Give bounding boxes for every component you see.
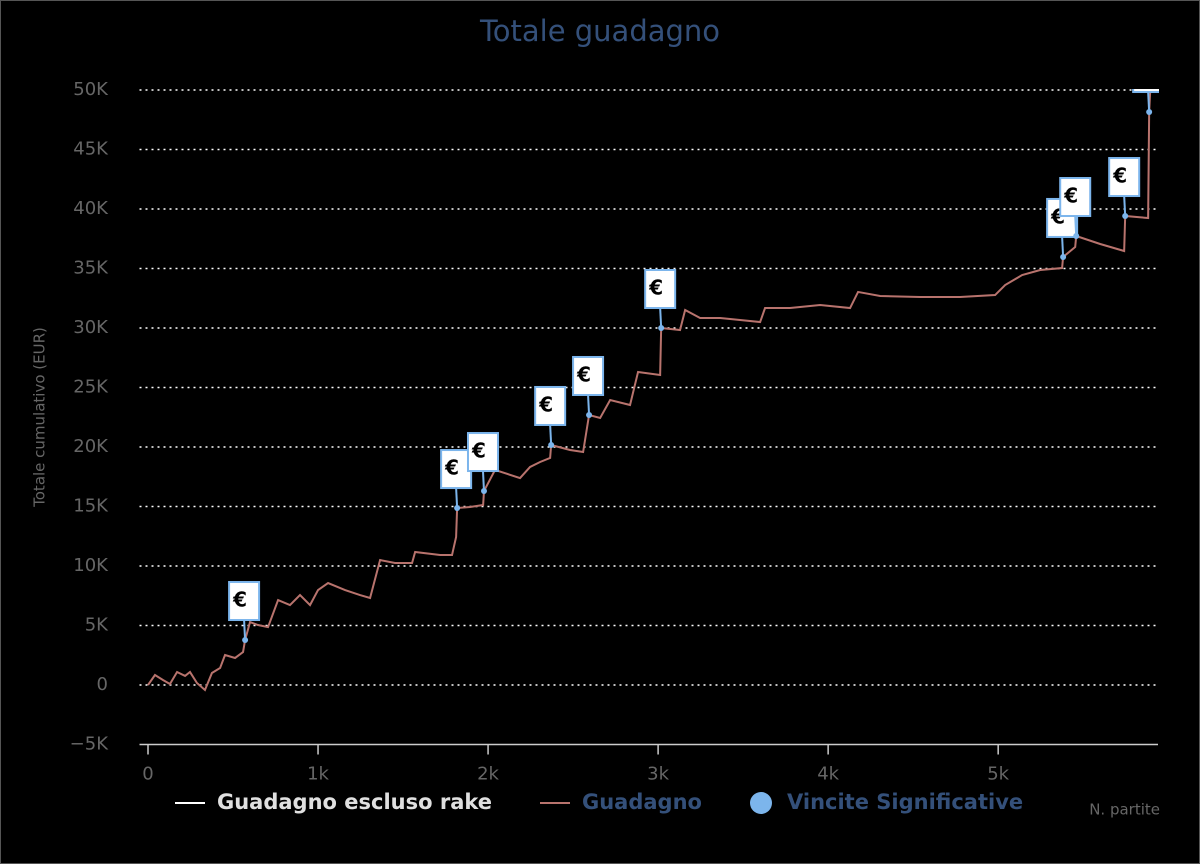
flag-label: € [538, 392, 553, 416]
flag-stem [1061, 236, 1065, 258]
flag: € [1132, 89, 1159, 116]
flag-label: € [1112, 164, 1127, 188]
legend-symbol [750, 792, 772, 814]
flag-box [644, 269, 677, 309]
y-tick-label: −5K [70, 734, 110, 755]
flag-box [1059, 177, 1092, 218]
flag-stem [587, 394, 591, 416]
flag-point [586, 411, 593, 418]
flag: € [572, 355, 605, 418]
flag-box [228, 581, 261, 622]
legend-label: Guadagno escluso rake [217, 790, 492, 814]
flag-label: € [576, 362, 591, 386]
flag-point [548, 441, 555, 448]
flag: € [534, 385, 567, 448]
y-axis-title: Totale cumulativo (EUR) [31, 327, 49, 508]
flag: € [466, 432, 499, 495]
flag-point [454, 505, 461, 512]
flag-label: € [232, 588, 247, 612]
x-tick-label: 1k [307, 764, 329, 785]
flag-stem [1074, 215, 1078, 237]
x-tick-label: 2k [477, 764, 499, 785]
line-series [147, 91, 1152, 692]
flag-point [1060, 253, 1067, 260]
flag-point [1073, 233, 1080, 240]
y-tick-label: 45K [73, 139, 109, 160]
flag: € [1059, 177, 1092, 240]
x-tick-label: 5k [987, 764, 1009, 785]
legend-label: Guadagno [582, 790, 702, 814]
y-tick-label: 40K [73, 198, 109, 219]
flag-box [466, 432, 499, 473]
flag-stem [243, 619, 247, 641]
flag-point [242, 637, 249, 644]
legend-label: Vincite Significative [787, 790, 1023, 814]
flag-stem [1147, 91, 1151, 113]
flag-point [480, 488, 487, 495]
flag-box [534, 385, 567, 426]
flag-point [1122, 213, 1129, 220]
y-tick-label: 35K [73, 258, 109, 279]
y-tick-label: 20K [73, 436, 109, 457]
flag-stem [455, 487, 459, 509]
x-tick-label: 3k [647, 764, 669, 785]
x-tick-label: 4k [817, 764, 839, 785]
y-tick-label: 25K [73, 377, 109, 398]
y-tick-label: 15K [73, 496, 109, 517]
flag-stem [549, 424, 553, 446]
flag-stem [1123, 195, 1127, 217]
flag-label: € [648, 276, 663, 300]
flag: € [1108, 157, 1141, 220]
flag-stem [659, 307, 663, 329]
flag-point [658, 325, 665, 331]
flag: € [644, 269, 677, 331]
y-tick-label: 30K [73, 317, 109, 338]
flag-label: € [1063, 184, 1078, 208]
y-tick-label: 5K [85, 615, 109, 636]
flag-box [1132, 89, 1159, 94]
chart-title: Totale guadagno [479, 14, 720, 48]
flag-point [1146, 109, 1153, 116]
flag: € [228, 581, 261, 644]
flag-label: € [444, 456, 459, 480]
flag: € [440, 449, 473, 512]
flag-box [1108, 157, 1141, 198]
x-axis-title: N. partite [1089, 801, 1160, 819]
flag-box [572, 355, 605, 396]
y-tick-label: 10K [73, 555, 109, 576]
flag-label: € [471, 439, 486, 463]
plot-area: €€€€€€€€€€ [147, 89, 1159, 692]
y-tick-label: 50K [73, 79, 109, 100]
flag-stem [481, 470, 485, 492]
y-tick-label: 0 [97, 674, 108, 695]
x-tick-label: 0 [142, 764, 153, 785]
